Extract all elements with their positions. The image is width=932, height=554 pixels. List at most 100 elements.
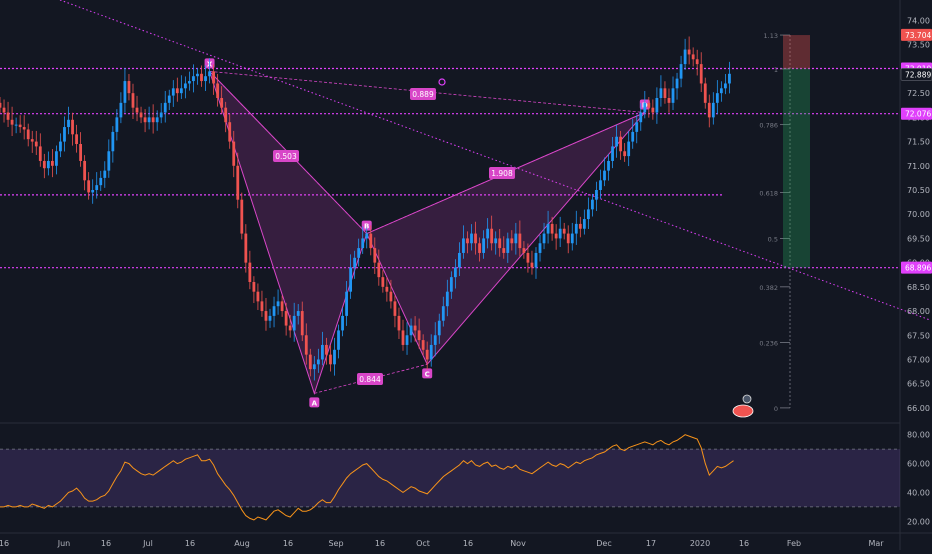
candle-body (466, 238, 469, 244)
candles (0, 36, 731, 381)
rsi-y-tick-label: 80.00 (907, 431, 930, 440)
ratio-badge (273, 150, 299, 162)
candle-body (534, 252, 538, 268)
candle-body (175, 88, 179, 94)
candle-body (46, 160, 50, 169)
candle-body (607, 160, 610, 171)
pattern-point-label: C (425, 370, 430, 378)
candle-body (119, 102, 123, 118)
fib-label: 0.236 (759, 340, 778, 348)
candle-body (699, 64, 703, 84)
candle-body (30, 139, 34, 142)
candle-body (365, 233, 369, 239)
candle-body (546, 223, 550, 234)
candle-body (651, 107, 655, 113)
price-axis[interactable]: 74.0073.5073.0072.5072.0071.5071.0070.50… (900, 17, 932, 413)
candle-body (220, 98, 224, 108)
candle-body (0, 102, 2, 108)
candle-body (578, 223, 582, 229)
price-tag (900, 68, 932, 81)
candle-body (329, 354, 332, 365)
candle-body (333, 349, 336, 365)
x-tick-label: Aug (234, 539, 250, 548)
position-box[interactable] (783, 35, 810, 268)
candle-body (566, 233, 570, 244)
candle-body (18, 124, 22, 128)
candle-body (502, 248, 506, 253)
candle-body (183, 83, 187, 89)
y-tick-label: 67.00 (907, 355, 930, 364)
candle-body (591, 199, 594, 210)
candle-body (75, 134, 78, 144)
candle-body (385, 286, 389, 292)
ratio-badge (489, 167, 515, 179)
candle-body (147, 117, 151, 123)
candle-body (325, 344, 328, 355)
pattern-point-badge (309, 397, 320, 408)
trend-lines (0, 0, 931, 321)
candle-body (522, 248, 526, 253)
candle-body (163, 102, 167, 113)
fib-label: 0 (774, 405, 778, 413)
fib-label: 1.13 (764, 32, 778, 40)
ratio-label: 0.889 (412, 90, 434, 99)
candle-body (401, 330, 405, 345)
candle-body (611, 146, 614, 161)
candle-body (260, 301, 264, 312)
candle-body (6, 112, 10, 120)
y-tick-label: 66.00 (907, 404, 930, 413)
candle-body (675, 78, 679, 89)
time-axis[interactable]: 16 Jun 16 Jul 16 Aug 16 Sep 16 Oct 16 Nov Dec 17 2020 1… (0, 539, 884, 548)
candle-body (276, 301, 280, 307)
candle-body (417, 330, 421, 341)
candle-body (526, 252, 530, 263)
ratio-badge (410, 88, 436, 100)
y-tick-label: 72.50 (907, 89, 930, 98)
candle-body (79, 144, 82, 161)
candle-body (256, 291, 260, 302)
candle-body (453, 267, 457, 278)
y-tick-label: 68.50 (907, 283, 930, 292)
candle-body (179, 88, 183, 94)
y-tick-label: 69.50 (907, 234, 930, 243)
candle-body (595, 190, 598, 200)
candle-body (490, 228, 494, 244)
candle-body (586, 209, 590, 220)
candle-body (59, 141, 62, 152)
x-tick-label: 16 (739, 539, 749, 548)
candle-body (135, 107, 139, 113)
candle-body (337, 330, 340, 350)
y-tick-label: 74.00 (907, 17, 930, 26)
candle-body (550, 223, 554, 234)
candle-body (151, 117, 155, 123)
candle-body (131, 93, 135, 108)
y-tick-label: 71.50 (907, 138, 930, 147)
candle-body (139, 112, 143, 118)
candle-body (22, 127, 26, 130)
candle-body (643, 102, 647, 113)
candle-body (554, 233, 558, 239)
candle-body (538, 243, 542, 253)
candle-body (486, 228, 490, 239)
candle-body (474, 233, 477, 244)
price-tag-label: 72.889 (905, 70, 931, 79)
y-tick-label: 71.00 (907, 162, 930, 171)
candle-body (236, 165, 240, 200)
price-tag (901, 261, 932, 274)
candle-body (272, 306, 276, 316)
candle-body (155, 117, 159, 123)
ratio-badge (357, 373, 383, 385)
candle-body (558, 228, 562, 239)
candle-body (562, 228, 566, 234)
pattern-point-label: A (312, 399, 318, 407)
candle-body (627, 141, 631, 157)
candle-body (292, 315, 296, 331)
price-tag (901, 107, 932, 120)
trend-line (59, 0, 931, 321)
candle-body (67, 119, 70, 128)
candle-body (478, 243, 481, 253)
